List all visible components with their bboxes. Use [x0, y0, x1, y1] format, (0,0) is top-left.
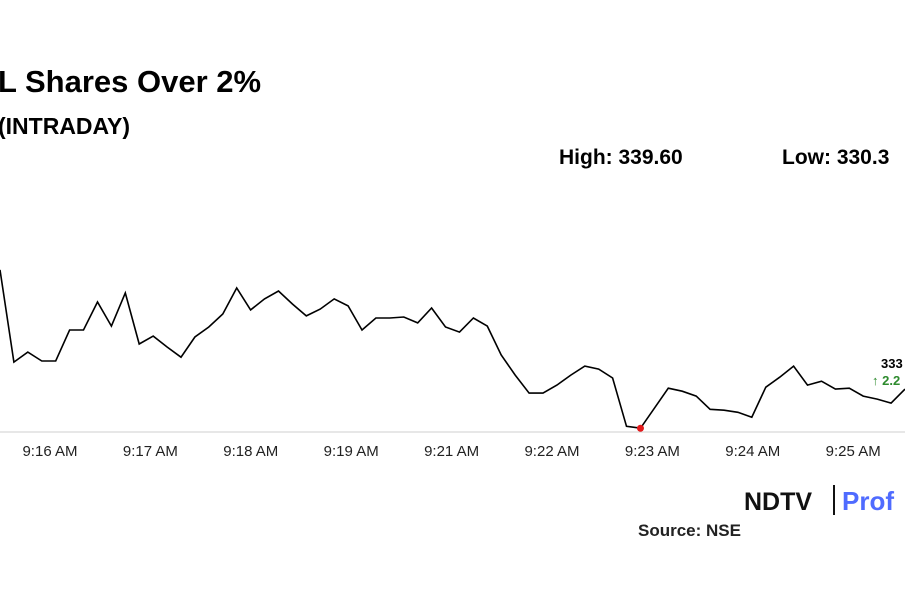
low-label: Low: 330.3: [782, 146, 889, 169]
high-label: High: 339.60: [559, 146, 683, 169]
chart-title: L Shares Over 2%: [0, 64, 261, 99]
brand-logo: NDTV: [744, 488, 812, 516]
brand-suffix: Prof: [842, 486, 894, 516]
x-tick-label: 9:21 AM: [424, 443, 479, 460]
end-change-label: ↑ 2.2: [872, 373, 900, 388]
x-tick-label: 9:22 AM: [524, 443, 579, 460]
x-tick-label: 9:25 AM: [826, 443, 881, 460]
x-tick-label: 9:17 AM: [123, 443, 178, 460]
source: Source: NSE: [638, 521, 741, 540]
chart-subtitle: (INTRADAY): [0, 113, 130, 139]
x-tick-label: 9:18 AM: [223, 443, 278, 460]
price-line: [0, 269, 905, 430]
end-value-label: 333: [881, 356, 903, 371]
x-tick-label: 9:19 AM: [324, 443, 379, 460]
low-marker: [636, 424, 644, 432]
x-tick-label: 9:23 AM: [625, 443, 680, 460]
x-tick-label: 9:16 AM: [22, 443, 77, 460]
plot: 9:16 AM 9:17 AM 9:18 AM 9:19 AM 9:21 AM 9:22 …: [0, 269, 905, 460]
x-tick-label: 9:24 AM: [725, 443, 780, 460]
